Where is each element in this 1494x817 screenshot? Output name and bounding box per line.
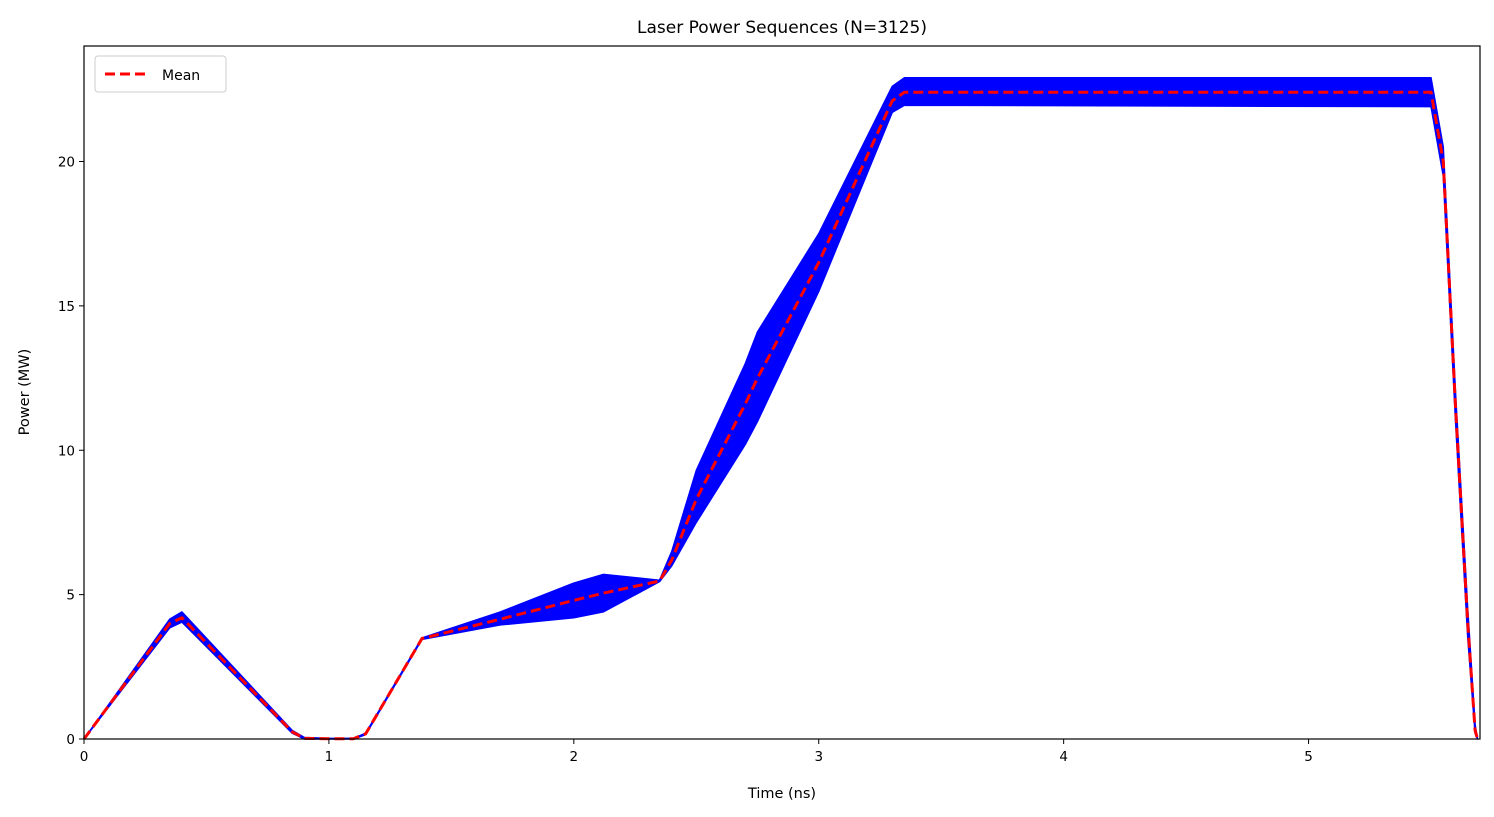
legend: Mean <box>94 55 227 93</box>
x-tick-label: 1 <box>325 749 334 765</box>
x-tick-label: 5 <box>1304 749 1313 765</box>
y-axis-ticks: 0 5 10 15 20 <box>58 155 84 748</box>
legend-mean-label: Mean <box>162 68 200 84</box>
x-tick-label: 4 <box>1059 749 1068 765</box>
y-tick-label: 20 <box>58 155 75 171</box>
plot-frame <box>83 45 1481 740</box>
y-tick-label: 15 <box>58 299 75 315</box>
y-tick-label: 10 <box>58 443 75 459</box>
y-axis-label: Power (MW) <box>17 349 33 436</box>
y-tick-label: 0 <box>66 732 75 748</box>
chart-title: Laser Power Sequences (N=3125) <box>637 18 927 38</box>
x-axis-ticks: 0 1 2 3 4 5 <box>80 739 1313 765</box>
legend-box <box>94 55 227 93</box>
x-tick-label: 0 <box>80 749 89 765</box>
y-tick-label: 5 <box>66 588 75 604</box>
x-tick-label: 2 <box>570 749 579 765</box>
x-axis-label: Time (ns) <box>747 786 816 802</box>
x-tick-label: 3 <box>814 749 823 765</box>
